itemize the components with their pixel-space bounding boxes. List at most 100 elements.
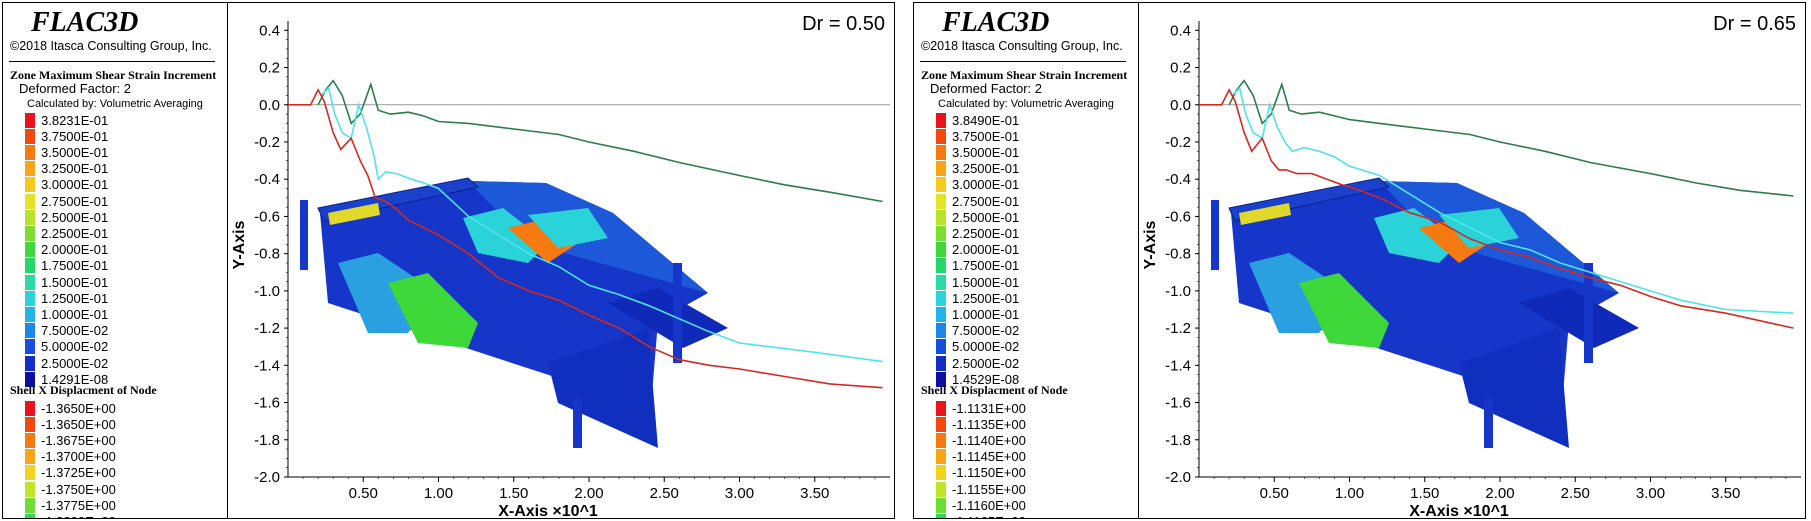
scale-value: 3.7500E-01 — [952, 128, 1020, 144]
x-tick-label: 0.50 — [349, 485, 378, 502]
y-tick-label: -1.6 — [1165, 395, 1191, 412]
color-swatch — [936, 242, 946, 258]
contour-scale-row: 3.0000E-01 — [25, 177, 108, 193]
scale-value: -1.3675E+00 — [41, 432, 116, 448]
y-axis-label: Y-Axis — [231, 220, 248, 269]
x-tick-label: 2.50 — [1561, 485, 1590, 502]
scale-value: 3.7500E-01 — [41, 128, 109, 144]
legend-divider — [920, 61, 1126, 62]
y-tick-label: 0.2 — [1170, 60, 1191, 77]
plot-area: 0.4 0.2 0.0 -0.2 -0.4 -0.6 -0.8 -1.0 -1.2 -1.4 -1.… — [1139, 3, 1806, 518]
x-tick-label: 3.50 — [800, 485, 829, 502]
mesh-shear-band-upper — [463, 208, 548, 263]
scale-value: 1.0000E-01 — [952, 306, 1020, 322]
deformed-factor: Deformed Factor: 2 — [930, 81, 1042, 96]
color-swatch — [936, 400, 946, 416]
color-swatch — [936, 161, 946, 177]
scale-value: 1.5000E-01 — [952, 274, 1020, 290]
scale-value: -1.1150E+00 — [952, 465, 1026, 481]
scale-value: 2.7500E-01 — [952, 193, 1020, 209]
y-tick-label: -2.0 — [1165, 469, 1191, 486]
contour-scale-row: 3.7500E-01 — [25, 128, 108, 144]
color-swatch — [936, 465, 946, 481]
scale-value: 7.5000E-02 — [41, 323, 109, 339]
x-tick-label: 0.50 — [1260, 485, 1289, 502]
plot-area: 0.4 0.2 0.0 -0.2 -0.4 -0.6 -0.8 -1.0 -1.2 -1.4 -1.… — [228, 3, 895, 518]
color-swatch — [25, 306, 35, 322]
y-tick-label: -1.4 — [1165, 357, 1191, 374]
panel-dr-065: FLAC3D ©2018 Itasca Consulting Group, In… — [913, 2, 1806, 519]
shell-wall-left — [300, 200, 308, 270]
y-tick-label: 0.4 — [259, 22, 280, 39]
contour-scale-row: 7.5000E-02 — [936, 323, 1019, 339]
scale-value: -1.3800E+00 — [41, 514, 116, 518]
shell-scale-row: -1.3650E+00 — [25, 400, 116, 416]
scale-value: -1.1155E+00 — [952, 481, 1026, 497]
dr-label: Dr = 0.50 — [802, 13, 885, 35]
shell-scale-row: -1.1131E+00 — [936, 400, 1026, 416]
scale-value: 3.8231E-01 — [41, 112, 109, 128]
color-swatch — [25, 112, 35, 128]
contour-scale-row: 3.7500E-01 — [936, 128, 1019, 144]
contour-scale-row: 2.5000E-01 — [936, 209, 1019, 225]
color-swatch — [936, 144, 946, 160]
shell-wall-right — [673, 263, 682, 363]
scale-value: -1.3775E+00 — [41, 497, 116, 513]
contour-scale-row: 3.8231E-01 — [25, 112, 108, 128]
scale-value: 2.2500E-01 — [952, 225, 1020, 241]
color-swatch — [936, 274, 946, 290]
color-swatch — [25, 242, 35, 258]
contour-scale-row: 3.5000E-01 — [936, 144, 1019, 160]
contour-scale-row: 1.5000E-01 — [936, 274, 1019, 290]
contour-scale-row: 1.4291E-08 — [25, 371, 108, 387]
x-tick-label: 3.50 — [1711, 485, 1740, 502]
contour-scale-row: 1.7500E-01 — [25, 258, 108, 274]
y-axis-label: Y-Axis — [1142, 220, 1159, 269]
color-swatch — [936, 193, 946, 209]
color-swatch — [25, 416, 35, 432]
contour-scale-row: 7.5000E-02 — [25, 323, 108, 339]
shell-wall-front — [573, 398, 582, 448]
scale-value: -1.1160E+00 — [952, 497, 1026, 513]
scale-value: -1.3650E+00 — [41, 400, 116, 416]
y-tick-label: 0.4 — [1170, 22, 1191, 39]
color-swatch — [25, 258, 35, 274]
contour-scale-row: 3.0000E-01 — [936, 177, 1019, 193]
contour-scale-row: 3.5000E-01 — [25, 144, 108, 160]
contour-scale-row: 5.0000E-02 — [25, 339, 108, 355]
shell-wall-front — [1484, 398, 1493, 448]
contour-scale-row: 3.8490E-01 — [936, 112, 1019, 128]
scale-value: 3.2500E-01 — [952, 161, 1020, 177]
calc-method: Calculated by: Volumetric Averaging — [27, 98, 203, 110]
contour-scale-row: 2.5000E-02 — [936, 355, 1019, 371]
x-tick-label: 1.50 — [499, 485, 528, 502]
scale-value: -1.1145E+00 — [952, 449, 1026, 465]
color-swatch — [25, 323, 35, 339]
flac3d-logo: FLAC3D — [942, 7, 1050, 38]
x-tick-label: 1.50 — [1410, 485, 1439, 502]
color-swatch — [936, 339, 946, 355]
scale-value: 1.2500E-01 — [41, 290, 109, 306]
color-swatch — [25, 290, 35, 306]
y-tick-label: 0.0 — [1170, 97, 1191, 114]
shell-scale-row: -1.1135E+00 — [936, 416, 1026, 432]
color-swatch — [936, 225, 946, 241]
scale-value: 5.0000E-02 — [41, 339, 109, 355]
x-tick-label: 3.00 — [1636, 485, 1665, 502]
chart-svg: 0.4 0.2 0.0 -0.2 -0.4 -0.6 -0.8 -1.0 -1.2 -1.4 -1.… — [231, 21, 890, 518]
shell-scale-row: -1.1140E+00 — [936, 432, 1026, 448]
color-swatch — [25, 339, 35, 355]
scale-value: 3.2500E-01 — [41, 161, 109, 177]
color-swatch — [936, 497, 946, 513]
scale-value: 7.5000E-02 — [952, 323, 1020, 339]
scale-value: 2.0000E-01 — [41, 242, 109, 258]
y-tick-label: -0.8 — [1165, 246, 1191, 263]
contour-scale-row: 1.0000E-01 — [936, 306, 1019, 322]
color-swatch — [25, 225, 35, 241]
series-line-dark_green — [317, 79, 883, 203]
mesh-shear-band — [1299, 273, 1389, 348]
contour-scale-row: 1.5000E-01 — [25, 274, 108, 290]
contour-scale-row: 2.0000E-01 — [936, 242, 1019, 258]
scale-value: 1.2500E-01 — [952, 290, 1020, 306]
contour-scale-row: 2.7500E-01 — [936, 193, 1019, 209]
